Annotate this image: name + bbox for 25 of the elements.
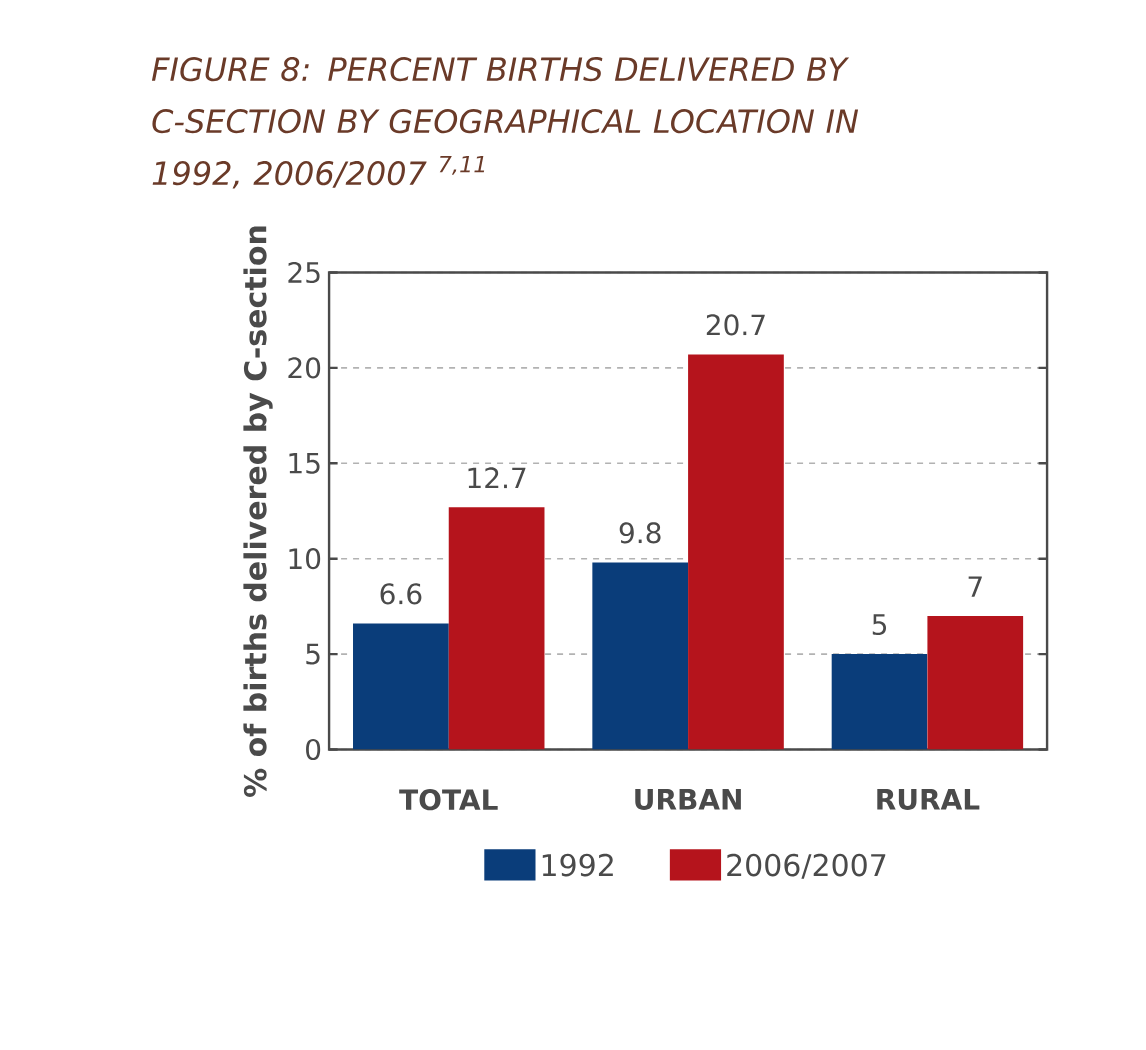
- bar: [688, 354, 784, 750]
- y-tick-label: 25: [288, 261, 320, 284]
- y-axis-title: % of births delivered by C-section: [243, 226, 273, 797]
- x-tick-label: RURAL: [877, 789, 980, 810]
- bar: [831, 654, 928, 750]
- y-tick-label: 0: [306, 738, 321, 761]
- data-label: 12.7: [468, 467, 526, 489]
- data-label: 20.7: [706, 314, 765, 336]
- bar: [592, 562, 689, 750]
- y-tick-label: 5: [306, 643, 320, 665]
- y-tick-label: 20: [288, 357, 321, 379]
- data-label: 7: [968, 576, 982, 597]
- legend-label: 1992: [542, 853, 613, 877]
- bar: [448, 507, 545, 750]
- x-tick-label: URBAN: [635, 789, 741, 810]
- data-label: 6.6: [380, 583, 422, 605]
- bar: [927, 615, 1024, 750]
- y-tick-label: 10: [289, 548, 321, 570]
- data-label: 9.8: [619, 522, 661, 544]
- legend-label: 2006/2007: [727, 853, 886, 879]
- data-label: 5: [872, 614, 887, 636]
- x-tick-label: TOTAL: [399, 789, 498, 811]
- chart-title: FIGURE 8: PERCENT BIRTHS DELIVERED BY C-SECTION BY GEOGRAPHICAL LOCATION IN 1992, 2006/2007 $^{7,11}$: [151, 57, 859, 189]
- bar: [353, 623, 449, 750]
- y-tick-label: 15: [289, 452, 320, 474]
